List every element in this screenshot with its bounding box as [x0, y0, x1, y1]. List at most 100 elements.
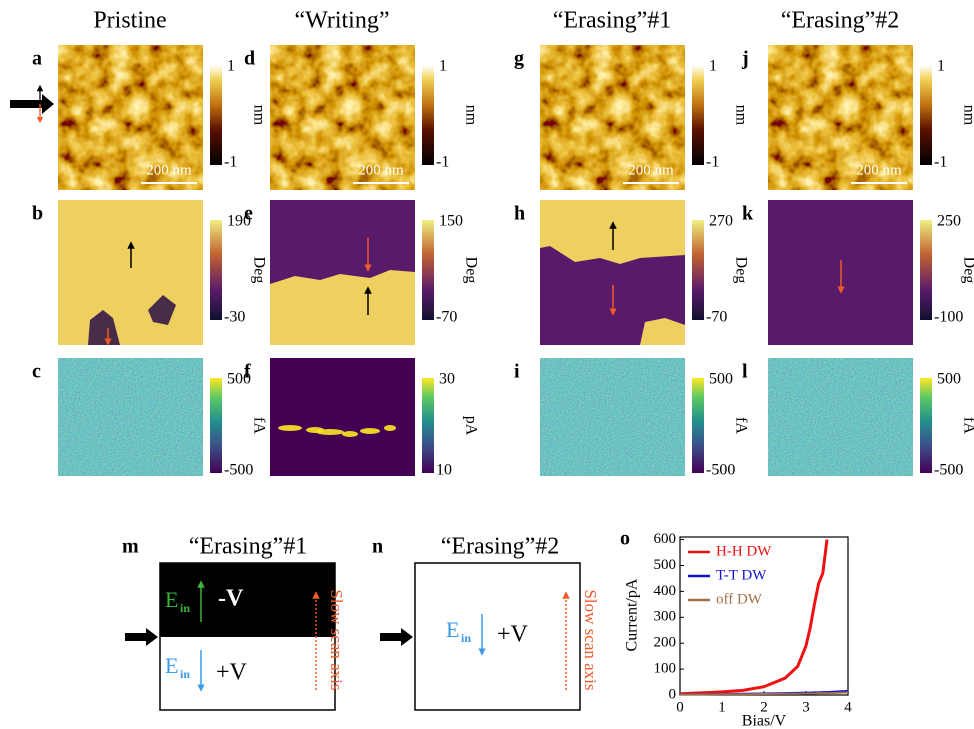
colorbar-min: -100 — [934, 309, 963, 326]
colorbar-min: -70 — [706, 309, 727, 326]
current — [270, 358, 415, 476]
arrow-pointer — [10, 94, 54, 114]
schematic-title: “Erasing”#1 — [189, 534, 308, 560]
image-panel — [58, 45, 203, 190]
scale-bar-label: 200 nm — [628, 162, 674, 178]
colorbar — [920, 378, 932, 473]
arrow-pointer — [125, 628, 158, 646]
colorbar-min: -500 — [706, 462, 735, 479]
colorbar-max: 30 — [439, 371, 455, 388]
colorbar-unit: Deg — [250, 257, 267, 284]
panel-letter: m — [122, 536, 139, 558]
colorbar — [920, 220, 932, 320]
image-panel — [540, 45, 685, 190]
schematics: m “Erasing”#1 E in -V E in +V Slow scan … — [122, 534, 600, 711]
field-subscript: in — [180, 601, 190, 615]
panels: Pristine “Writing” “Erasing”#1 “Erasing”#2 a… — [32, 8, 974, 479]
y-tick-label: 100 — [654, 661, 677, 677]
image-panel — [270, 45, 415, 190]
field-subscript: in — [180, 667, 190, 681]
x-tick-label: 2 — [760, 699, 768, 715]
colorbar-max: 150 — [439, 213, 463, 230]
panel-letter: a — [32, 48, 42, 70]
current-spot — [278, 425, 302, 431]
panel-letter: o — [620, 528, 630, 550]
image-panel — [270, 358, 415, 476]
colorbar — [422, 65, 434, 165]
column-title: “Writing” — [295, 8, 390, 34]
panel-letter: f — [244, 361, 251, 383]
current-spot — [384, 425, 396, 431]
colorbar — [422, 378, 434, 473]
legend-label: T-T DW — [716, 567, 767, 583]
legend-label: off DW — [716, 591, 763, 607]
colorbar-min: -70 — [436, 309, 457, 326]
phase — [540, 200, 685, 345]
colorbar-max: 270 — [709, 213, 733, 230]
y-tick-label: 500 — [654, 557, 677, 573]
image-panel — [540, 200, 685, 345]
panel-letter: d — [244, 48, 255, 70]
column-title: “Erasing”#1 — [553, 8, 672, 34]
y-tick-label: 400 — [654, 583, 677, 599]
field-label: E — [446, 617, 459, 642]
colorbar-max: 1 — [709, 58, 717, 75]
phase — [270, 200, 415, 284]
colorbar-max: 1 — [937, 58, 945, 75]
voltage: +V — [497, 622, 529, 648]
topography — [58, 45, 203, 190]
colorbar — [692, 220, 704, 320]
topography — [540, 45, 685, 190]
colorbar-unit: Deg — [732, 257, 749, 284]
axis-label: Slow scan axis — [327, 589, 346, 690]
colorbar-unit: pA — [462, 416, 479, 436]
x-tick-label: 4 — [844, 699, 852, 715]
box — [414, 562, 581, 711]
image-panel — [768, 358, 913, 476]
field-subscript: in — [461, 631, 471, 645]
colorbar-max: 500 — [937, 371, 961, 388]
scale-bar-label: 200 nm — [856, 162, 902, 178]
colorbar-unit: fA — [250, 417, 267, 434]
scale-bar-label: 200 nm — [146, 162, 192, 178]
legend-label: H-H DW — [716, 543, 772, 559]
colorbar-unit: Deg — [462, 257, 479, 284]
series-line — [679, 539, 829, 696]
colorbar-max: 250 — [937, 213, 961, 230]
image-panel — [270, 200, 415, 345]
y-tick-label: 600 — [654, 531, 677, 547]
colorbar-max: 500 — [709, 371, 733, 388]
x-axis-label: Bias/V — [742, 713, 787, 729]
colorbar-min: -1 — [706, 154, 719, 171]
panel-letter: l — [742, 361, 748, 383]
colorbar-unit: nm — [462, 105, 479, 126]
phase — [88, 295, 176, 345]
colorbar-unit: fA — [732, 417, 749, 434]
colorbar-max: 1 — [439, 58, 447, 75]
panel-letter: e — [244, 203, 253, 225]
axis-label: Slow scan axis — [581, 589, 600, 690]
voltage: +V — [216, 660, 248, 686]
arrow-pointer — [380, 628, 413, 646]
image-panel — [58, 358, 203, 476]
colorbar-max: 1 — [227, 58, 235, 75]
colorbar-max: 500 — [227, 371, 251, 388]
colorbar — [210, 220, 222, 320]
current — [768, 358, 913, 476]
image-panel — [58, 200, 203, 345]
topography — [270, 45, 415, 190]
colorbar — [210, 65, 222, 165]
column-title: “Erasing”#2 — [781, 8, 900, 34]
current-spot — [342, 431, 358, 437]
current-spot — [360, 428, 380, 434]
colorbar-min: -1 — [224, 154, 237, 171]
field-label: E — [165, 653, 178, 678]
colorbar — [692, 378, 704, 473]
voltage: -V — [218, 586, 244, 612]
colorbar-min: -1 — [436, 154, 449, 171]
series-line — [680, 691, 849, 696]
y-tick-label: 300 — [654, 609, 677, 625]
colorbar-min: -1 — [934, 154, 947, 171]
colorbar-unit: nm — [960, 105, 974, 126]
domain-black — [160, 563, 335, 637]
